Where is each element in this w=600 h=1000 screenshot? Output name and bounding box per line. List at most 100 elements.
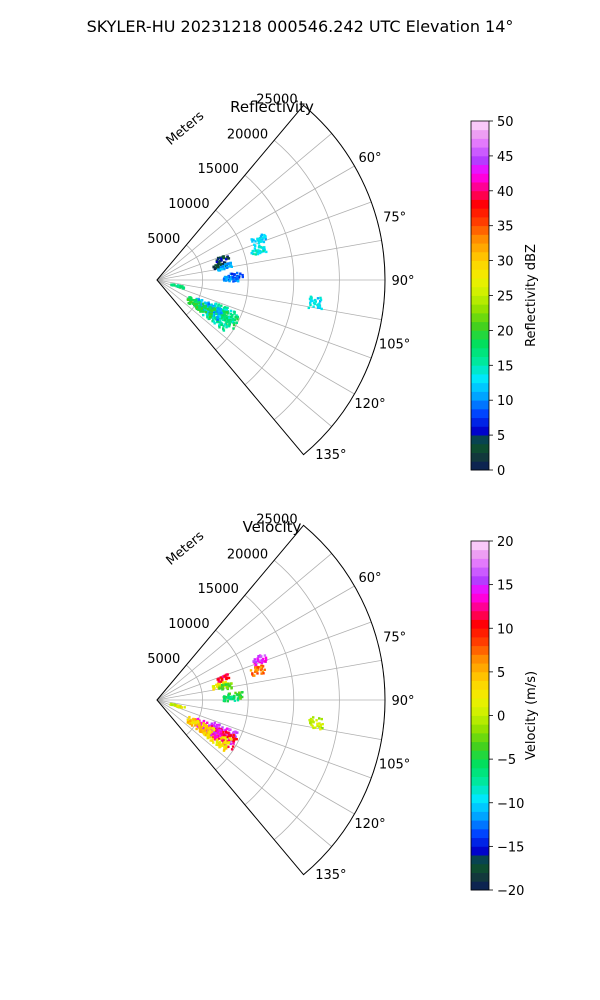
echo-pixel (220, 677, 223, 681)
colorbar-segment (471, 636, 489, 647)
echo-pixel (222, 318, 225, 321)
echo-pixel (228, 323, 231, 326)
echo-pixel (231, 277, 235, 280)
echo-pixel (210, 730, 214, 733)
echo-pixel (250, 252, 253, 255)
echo-pixel (223, 310, 226, 314)
echo-pixel (193, 721, 196, 725)
echo-pixel (312, 305, 315, 308)
colorbar-segment (471, 234, 489, 244)
echo-pixel (318, 305, 321, 308)
echo-pixel (256, 666, 259, 669)
echo-pixel (222, 749, 226, 752)
echo-pixel (256, 672, 259, 675)
echo-pixel (257, 246, 261, 249)
echo-pixel (258, 251, 262, 255)
echo-pixel (187, 719, 191, 722)
echo-pixel (227, 676, 231, 680)
echo-pixel (241, 695, 244, 699)
echo-pixel (216, 266, 219, 269)
echo-pixel (265, 250, 268, 254)
colorbar-segment (471, 567, 489, 577)
echo-pixel (312, 721, 315, 724)
echo-pixel (257, 249, 260, 252)
echo-pixel (225, 747, 228, 750)
echo-pixel (204, 732, 207, 735)
echo-pixel (227, 316, 231, 320)
colorbar-segment (471, 164, 489, 174)
echo-pixel (220, 743, 223, 746)
echo-pixel (208, 726, 212, 729)
echo-pixel (198, 300, 201, 304)
echo-pixel (173, 283, 176, 287)
echo-pixel (218, 323, 221, 326)
echo-pixel (222, 327, 225, 330)
echo-pixel (212, 265, 215, 269)
colorbar-segment (471, 225, 489, 235)
echo-pixel (217, 732, 220, 736)
echo-pixel (221, 726, 224, 729)
reflectivity-panel: Reflectivity 5000 10000 15000 20000 25000 Mete… (147, 92, 539, 479)
echo-pixel (220, 304, 223, 307)
colorbar-segment (471, 802, 489, 812)
echo-pixel (225, 683, 228, 686)
echo-pixel (227, 257, 231, 260)
range-tick-label: 20000 (227, 127, 268, 142)
echo-pixel (175, 285, 178, 288)
echo-pixel (260, 233, 263, 236)
echo-pixel (236, 271, 239, 275)
echo-pixel (229, 272, 233, 275)
echo-pixel (319, 298, 323, 301)
echo-pixel (228, 684, 231, 687)
echo-pixel (219, 740, 222, 744)
echo-pixel (203, 301, 207, 304)
echo-pixel (227, 742, 230, 745)
echo-pixel (220, 263, 223, 267)
echo-pixel (195, 306, 199, 309)
echo-pixel (221, 265, 224, 268)
echo-pixel (260, 666, 263, 669)
echo-pixel (219, 734, 222, 738)
echo-pixel (227, 275, 230, 279)
echo-pixel (236, 699, 240, 702)
colorbar-segment (471, 330, 489, 340)
echo-pixel (218, 680, 222, 683)
echo-pixel (258, 654, 262, 657)
echo-pixel (208, 730, 211, 734)
echo-pixel (179, 705, 182, 708)
echo-pixel (262, 247, 265, 250)
colorbar-segment (471, 767, 489, 777)
colorbar-segment (471, 645, 489, 655)
echo-pixel (208, 724, 211, 727)
echo-pixel (195, 727, 198, 731)
echo-pixel (237, 276, 241, 279)
echo-pixel (307, 306, 310, 310)
colorbar-segment (471, 426, 489, 436)
echo-pixel (208, 729, 212, 732)
echo-pixel (257, 242, 261, 245)
colorbar-segment (471, 811, 489, 821)
azimuth-spoke (156, 699, 332, 847)
colorbar-segment (471, 260, 489, 270)
echo-cluster (216, 673, 231, 683)
colorbar-segment (471, 155, 489, 166)
echo-pixel (194, 721, 197, 724)
colorbar-tick-label: 5 (497, 666, 505, 681)
azimuth-tick-label: 105° (379, 338, 410, 353)
echo-pixel (205, 313, 209, 316)
echo-pixel (319, 724, 322, 727)
echo-pixel (228, 692, 231, 695)
echo-pixel (197, 298, 200, 301)
echo-pixel (319, 296, 322, 300)
colorbar-tick-label: 35 (497, 220, 514, 235)
echo-pixel (223, 745, 226, 748)
colorbar-segment (471, 312, 489, 323)
colorbar-segment (471, 654, 489, 664)
colorbar-tick-label: 20 (497, 324, 514, 339)
echo-pixel (230, 682, 233, 685)
echo-pixel (256, 237, 259, 241)
panel-title: Velocity (243, 518, 302, 536)
colorbar-segment (471, 881, 489, 891)
echo-pixel (224, 742, 227, 745)
